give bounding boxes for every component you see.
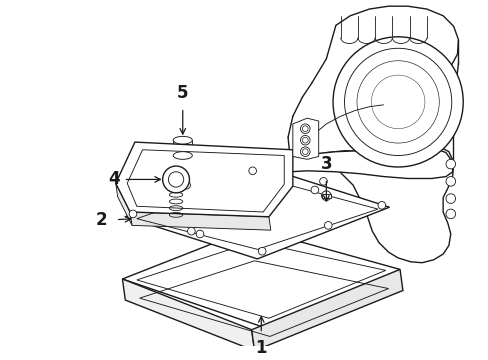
Text: 3: 3	[320, 155, 331, 173]
Circle shape	[300, 147, 309, 157]
Circle shape	[258, 247, 265, 255]
Polygon shape	[122, 228, 399, 330]
Text: 2: 2	[95, 211, 107, 229]
Polygon shape	[321, 194, 330, 198]
Polygon shape	[270, 143, 453, 263]
Circle shape	[445, 194, 455, 203]
Circle shape	[310, 186, 318, 194]
Ellipse shape	[173, 136, 192, 144]
Circle shape	[319, 177, 326, 185]
Circle shape	[324, 221, 331, 229]
Circle shape	[445, 159, 455, 169]
Polygon shape	[130, 212, 270, 230]
Circle shape	[196, 230, 203, 238]
Circle shape	[445, 209, 455, 219]
Circle shape	[183, 181, 190, 189]
Circle shape	[187, 227, 195, 235]
Text: 4: 4	[108, 170, 120, 188]
Circle shape	[248, 167, 256, 175]
Circle shape	[332, 37, 462, 167]
Polygon shape	[122, 279, 254, 351]
Circle shape	[321, 191, 330, 201]
Text: 5: 5	[177, 84, 188, 102]
Polygon shape	[125, 165, 389, 259]
Polygon shape	[116, 183, 132, 225]
Circle shape	[129, 210, 137, 218]
Circle shape	[377, 202, 385, 209]
Polygon shape	[273, 145, 452, 179]
Circle shape	[168, 172, 183, 187]
Polygon shape	[116, 142, 292, 217]
Circle shape	[300, 135, 309, 145]
Polygon shape	[251, 269, 402, 351]
Text: 1: 1	[255, 339, 266, 357]
Polygon shape	[292, 118, 318, 159]
Ellipse shape	[173, 152, 192, 159]
Circle shape	[300, 124, 309, 134]
Circle shape	[163, 166, 189, 193]
Polygon shape	[335, 6, 458, 86]
Circle shape	[445, 176, 455, 186]
